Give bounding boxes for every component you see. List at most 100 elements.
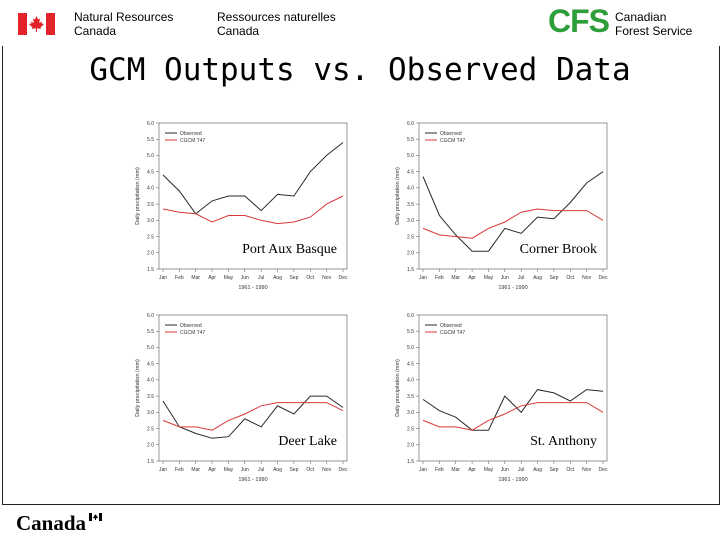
x-tick-label: Jul xyxy=(518,275,524,281)
x-tick-label: Dec xyxy=(339,275,348,281)
x-tick-label: Jun xyxy=(501,467,509,473)
y-tick-label: 1.5 xyxy=(407,267,414,273)
x-tick-label: Aug xyxy=(533,275,542,281)
y-axis-title: Daily precipitation (mm) xyxy=(135,359,141,417)
y-tick-label: 5.0 xyxy=(407,153,414,159)
y-tick-label: 4.5 xyxy=(407,361,414,367)
y-tick-label: 4.0 xyxy=(147,378,154,384)
x-tick-label: Nov xyxy=(322,467,331,473)
x-tick-label: Jul xyxy=(258,467,264,473)
chart-panel-corner-brook: 1.5 2.0 2.5 3.0 3.5 4.0 4.5 5.0 5.5 6.0 Jan Feb Mar A… xyxy=(375,115,615,295)
y-tick-label: 5.5 xyxy=(147,137,154,143)
cfs-logo: CFS xyxy=(548,3,609,40)
station-label: Port Aux Basque xyxy=(242,242,337,257)
y-axis-title: Daily precipitation (mm) xyxy=(395,359,401,417)
canada-flag-icon xyxy=(18,13,55,35)
x-tick-label: May xyxy=(484,275,494,281)
x-tick-label: Apr xyxy=(468,467,476,473)
x-tick-label: Apr xyxy=(468,275,476,281)
y-tick-label: 3.0 xyxy=(147,218,154,224)
x-tick-label: Mar xyxy=(451,467,460,473)
legend-label: CGCM T47 xyxy=(180,330,205,336)
x-tick-label: Apr xyxy=(208,275,216,281)
x-tick-label: Jul xyxy=(518,467,524,473)
x-tick-label: Apr xyxy=(208,467,216,473)
x-tick-label: Sep xyxy=(549,275,558,281)
y-tick-label: 4.5 xyxy=(147,169,154,175)
x-tick-label: Jan xyxy=(419,467,427,473)
canada-wordmark-flag-icon xyxy=(89,513,102,521)
legend-label: CGCM T47 xyxy=(440,138,465,144)
chart-panel-port-aux-basque: 1.5 2.0 2.5 3.0 3.5 4.0 4.5 5.0 5.5 6.0 Jan Feb Mar A… xyxy=(115,115,355,295)
chart-panel-deer-lake: 1.5 2.0 2.5 3.0 3.5 4.0 4.5 5.0 5.5 6.0 Jan Feb Mar A… xyxy=(115,307,355,487)
y-tick-label: 3.0 xyxy=(407,410,414,416)
x-tick-label: Dec xyxy=(599,467,608,473)
station-label: Deer Lake xyxy=(278,434,337,449)
chart-panel-st-anthony: 1.5 2.0 2.5 3.0 3.5 4.0 4.5 5.0 5.5 6.0 Jan Feb Mar A… xyxy=(375,307,615,487)
legend-label: Observed xyxy=(180,323,202,329)
series-line-cgcm-t47 xyxy=(423,209,603,238)
header-bar: Natural Resources Canada Ressources natu… xyxy=(0,0,720,44)
x-tick-label: May xyxy=(224,467,234,473)
legend-label: Observed xyxy=(440,323,462,329)
x-tick-label: Nov xyxy=(582,467,591,473)
x-tick-label: Oct xyxy=(566,467,574,473)
x-axis-title: 1961 - 1990 xyxy=(498,477,527,483)
x-tick-label: Aug xyxy=(533,467,542,473)
y-tick-label: 3.0 xyxy=(147,410,154,416)
x-tick-label: Mar xyxy=(191,275,200,281)
y-tick-label: 3.5 xyxy=(407,202,414,208)
y-tick-label: 3.5 xyxy=(407,394,414,400)
slide-title: GCM Outputs vs. Observed Data xyxy=(0,52,720,88)
x-tick-label: Aug xyxy=(273,467,282,473)
y-tick-label: 2.0 xyxy=(407,251,414,257)
x-tick-label: Dec xyxy=(339,467,348,473)
series-line-observed xyxy=(163,143,343,214)
x-tick-label: Oct xyxy=(566,275,574,281)
y-tick-label: 3.0 xyxy=(407,218,414,224)
x-axis-title: 1961 - 1990 xyxy=(498,285,527,291)
y-tick-label: 6.0 xyxy=(147,313,154,319)
canada-wordmark: Canada xyxy=(16,511,86,536)
x-axis-title: 1961 - 1990 xyxy=(238,477,267,483)
y-tick-label: 1.5 xyxy=(147,267,154,273)
chart-svg-deer-lake: 1.5 2.0 2.5 3.0 3.5 4.0 4.5 5.0 5.5 6.0 Jan Feb Mar A… xyxy=(115,307,355,487)
y-tick-label: 2.5 xyxy=(147,426,154,432)
series-line-cgcm-t47 xyxy=(163,403,343,431)
x-axis-title: 1961 - 1990 xyxy=(238,285,267,291)
y-tick-label: 5.0 xyxy=(407,345,414,351)
y-tick-label: 2.5 xyxy=(407,234,414,240)
station-label: St. Anthony xyxy=(530,434,597,449)
x-tick-label: Nov xyxy=(582,275,591,281)
y-tick-label: 5.5 xyxy=(407,329,414,335)
cfs-name: Canadian Forest Service xyxy=(615,10,692,38)
x-tick-label: May xyxy=(484,467,494,473)
x-tick-label: Nov xyxy=(322,275,331,281)
y-axis-title: Daily precipitation (mm) xyxy=(135,167,141,225)
x-tick-label: Sep xyxy=(289,275,298,281)
x-tick-label: Jun xyxy=(241,275,249,281)
chart-svg-port-aux-basque: 1.5 2.0 2.5 3.0 3.5 4.0 4.5 5.0 5.5 6.0 Jan Feb Mar A… xyxy=(115,115,355,295)
legend-label: Observed xyxy=(180,131,202,137)
y-axis-title: Daily precipitation (mm) xyxy=(395,167,401,225)
x-tick-label: Dec xyxy=(599,275,608,281)
y-tick-label: 5.5 xyxy=(147,329,154,335)
y-tick-label: 1.5 xyxy=(147,459,154,465)
legend-label: CGCM T47 xyxy=(440,330,465,336)
y-tick-label: 5.0 xyxy=(147,153,154,159)
x-tick-label: Mar xyxy=(451,275,460,281)
x-tick-label: Sep xyxy=(289,467,298,473)
station-label: Corner Brook xyxy=(520,242,597,257)
x-tick-label: Jan xyxy=(159,467,167,473)
x-tick-label: Oct xyxy=(306,275,314,281)
legend-label: Observed xyxy=(440,131,462,137)
y-tick-label: 6.0 xyxy=(407,121,414,127)
y-tick-label: 3.5 xyxy=(147,394,154,400)
y-tick-label: 6.0 xyxy=(407,313,414,319)
y-tick-label: 4.0 xyxy=(407,378,414,384)
y-tick-label: 2.0 xyxy=(147,251,154,257)
x-tick-label: Feb xyxy=(175,275,184,281)
legend-label: CGCM T47 xyxy=(180,138,205,144)
department-name-french: Ressources naturelles Canada xyxy=(217,10,336,38)
y-tick-label: 6.0 xyxy=(147,121,154,127)
